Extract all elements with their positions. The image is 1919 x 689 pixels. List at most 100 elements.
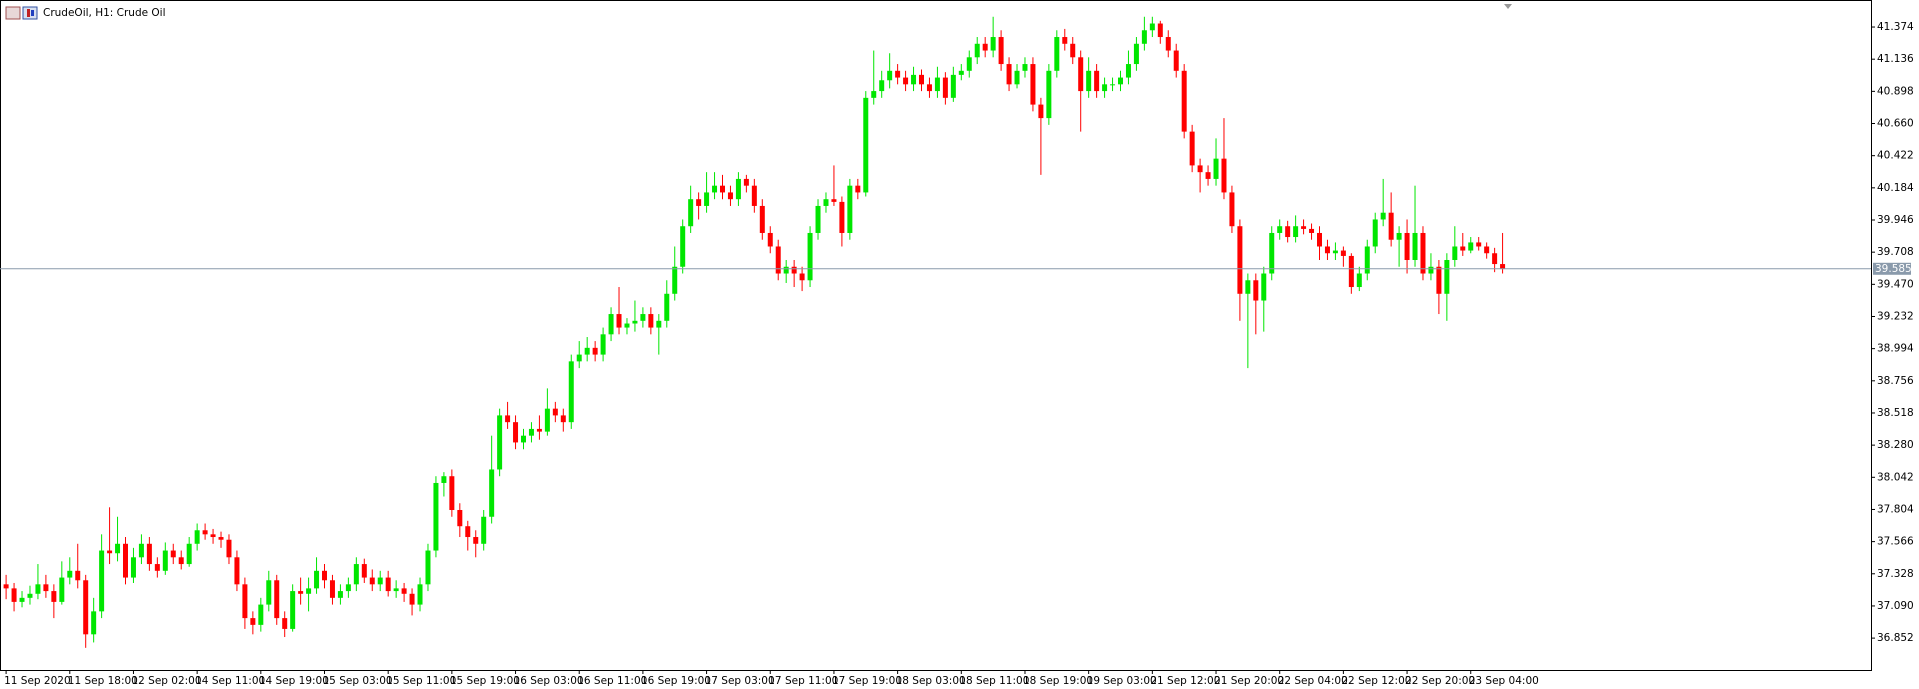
icon-bar bbox=[31, 10, 34, 16]
x-tick-label: 14 Sep 19:00 bbox=[259, 675, 329, 687]
candle-body bbox=[1022, 64, 1028, 71]
candle-body bbox=[91, 611, 97, 635]
candle-body bbox=[385, 577, 391, 592]
y-tick-label: 41.374 bbox=[1877, 21, 1914, 33]
candle-body bbox=[1189, 131, 1195, 166]
candle-body bbox=[146, 543, 152, 565]
y-tick-label: 37.090 bbox=[1877, 600, 1914, 612]
x-tick-label: 18 Sep 19:00 bbox=[1023, 675, 1093, 687]
candle-body bbox=[576, 354, 582, 362]
y-tick-label: 40.660 bbox=[1877, 118, 1914, 130]
candle-body bbox=[369, 577, 375, 585]
candle-body bbox=[942, 77, 948, 98]
candle-body bbox=[1102, 84, 1108, 92]
x-tick-label: 15 Sep 03:00 bbox=[323, 675, 393, 687]
x-tick-label: 22 Sep 04:00 bbox=[1278, 675, 1348, 687]
candle-body bbox=[1157, 23, 1163, 38]
candle-body bbox=[823, 199, 829, 206]
candle-body bbox=[282, 618, 288, 629]
candle-body bbox=[1444, 260, 1450, 294]
candle-body bbox=[1356, 273, 1362, 288]
chart-icon bbox=[5, 6, 38, 20]
candle-body bbox=[521, 435, 526, 443]
candle-body bbox=[648, 314, 654, 328]
x-tick-label: 16 Sep 11:00 bbox=[577, 675, 647, 687]
candle-body bbox=[186, 543, 192, 565]
y-tick-label: 38.280 bbox=[1877, 439, 1914, 451]
candle-body bbox=[1030, 64, 1036, 105]
candle-body bbox=[11, 588, 17, 602]
candle-body bbox=[115, 543, 121, 554]
candle-body bbox=[353, 564, 359, 585]
candle-body bbox=[879, 80, 885, 92]
candle-body bbox=[982, 43, 988, 51]
candle-body bbox=[1412, 232, 1418, 260]
candle-body bbox=[720, 185, 725, 193]
candle-body bbox=[425, 550, 431, 585]
candle-body bbox=[1309, 228, 1315, 233]
candle-body bbox=[1436, 266, 1442, 294]
candle-body bbox=[966, 57, 972, 71]
x-tick-label: 19 Sep 03:00 bbox=[1087, 675, 1157, 687]
candle-body bbox=[807, 232, 813, 281]
candle-body bbox=[1086, 70, 1092, 92]
candle-body bbox=[1197, 165, 1203, 173]
candle-body bbox=[242, 584, 248, 619]
candle-body bbox=[1213, 158, 1219, 179]
candle-body bbox=[401, 588, 407, 594]
candle-body bbox=[226, 539, 232, 558]
candle-body bbox=[393, 588, 399, 592]
candle-body bbox=[1181, 70, 1187, 132]
x-tick-label: 18 Sep 03:00 bbox=[896, 675, 966, 687]
y-tick-label: 36.852 bbox=[1877, 632, 1914, 644]
candle-body bbox=[1476, 242, 1482, 247]
candle-body bbox=[1110, 84, 1116, 86]
candle-body bbox=[552, 408, 558, 416]
candle-body bbox=[345, 584, 351, 592]
x-tick-label: 12 Sep 02:00 bbox=[131, 675, 201, 687]
candle-body bbox=[489, 469, 495, 517]
candle-body bbox=[1348, 255, 1354, 288]
candle-body bbox=[377, 577, 383, 585]
y-tick-label: 37.566 bbox=[1877, 536, 1914, 548]
candle-body bbox=[1388, 212, 1394, 240]
candle-body bbox=[75, 570, 81, 581]
candle-body bbox=[1468, 242, 1474, 251]
candle-body bbox=[727, 192, 733, 200]
x-tick-label: 23 Sep 04:00 bbox=[1469, 675, 1539, 687]
last-price-label: 39.585 bbox=[1875, 263, 1912, 275]
candle-body bbox=[1332, 250, 1338, 254]
candle-body bbox=[600, 334, 606, 355]
candle-body bbox=[43, 584, 49, 592]
candle-body bbox=[314, 570, 320, 589]
candle-body bbox=[592, 347, 598, 355]
candle-body bbox=[59, 577, 65, 602]
candle-body bbox=[911, 74, 917, 85]
candle-body bbox=[998, 37, 1004, 65]
x-tick-label: 16 Sep 19:00 bbox=[641, 675, 711, 687]
candle-body bbox=[1141, 30, 1147, 44]
candle-body bbox=[1293, 226, 1299, 238]
candle-body bbox=[1500, 264, 1506, 269]
candle-body bbox=[473, 537, 479, 544]
x-tick-label: 17 Sep 03:00 bbox=[705, 675, 775, 687]
x-tick-label: 21 Sep 20:00 bbox=[1214, 675, 1284, 687]
y-tick-label: 39.946 bbox=[1877, 214, 1914, 226]
candle-body bbox=[290, 591, 296, 629]
candle-body bbox=[640, 314, 646, 321]
candle-body bbox=[1094, 70, 1100, 92]
candle-body bbox=[1245, 280, 1251, 294]
x-tick-label: 16 Sep 03:00 bbox=[514, 675, 584, 687]
candle-body bbox=[919, 74, 924, 85]
y-tick-label: 41.136 bbox=[1877, 53, 1914, 65]
candle-body bbox=[274, 580, 280, 619]
candle-body bbox=[624, 323, 630, 328]
candle-body bbox=[306, 588, 312, 594]
candle-body bbox=[178, 557, 184, 565]
x-tick-label: 22 Sep 12:00 bbox=[1341, 675, 1411, 687]
x-tick-label: 15 Sep 11:00 bbox=[386, 675, 456, 687]
candle-body bbox=[1269, 232, 1275, 274]
candle-body bbox=[210, 534, 216, 538]
y-tick-label: 40.422 bbox=[1877, 150, 1914, 162]
